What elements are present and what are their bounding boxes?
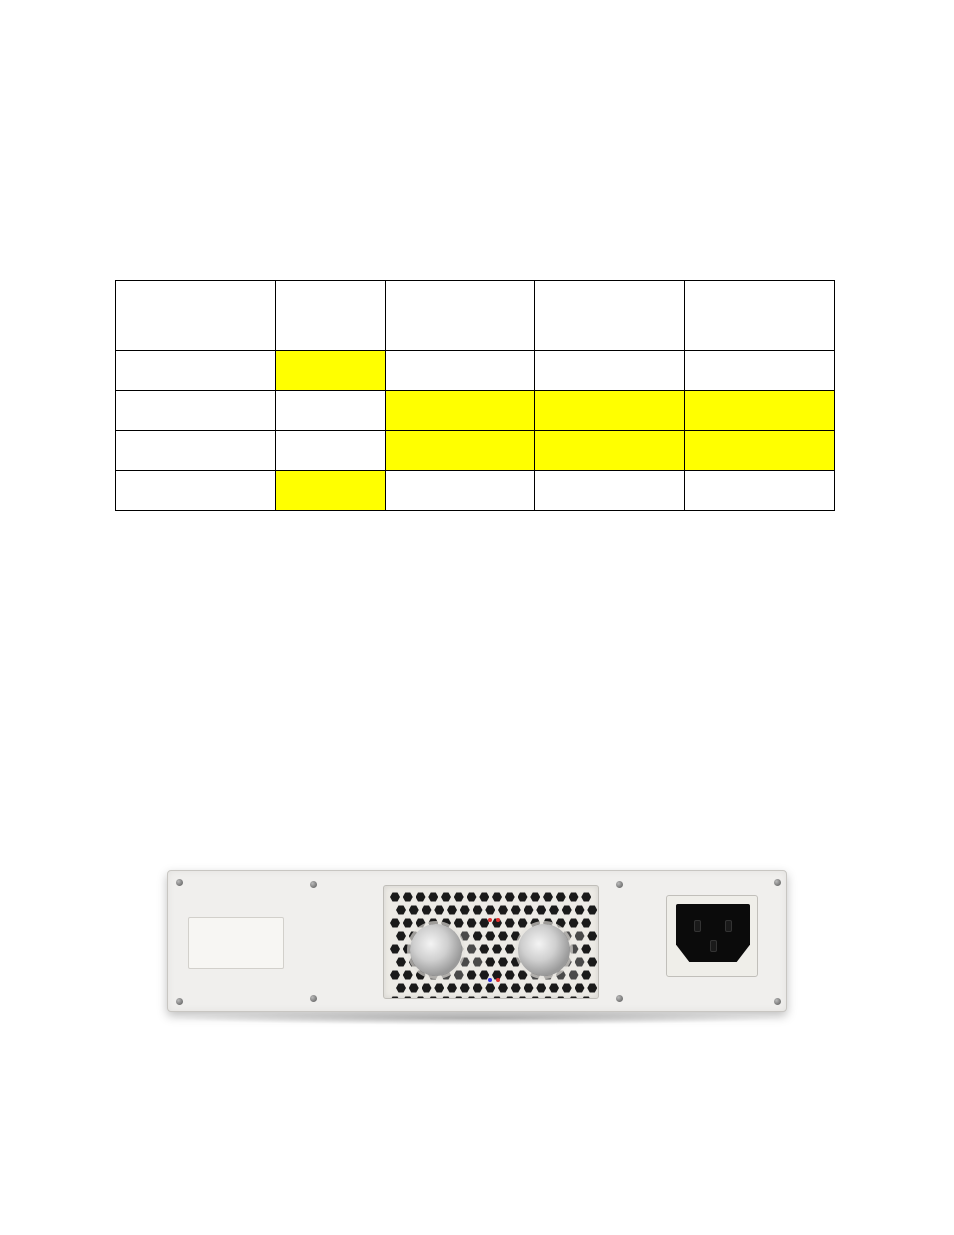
table-cell bbox=[275, 281, 385, 351]
table-cell bbox=[535, 471, 685, 511]
table-cell bbox=[275, 431, 385, 471]
fan-hub-right bbox=[518, 924, 570, 976]
table-cell bbox=[275, 391, 385, 431]
table-cell bbox=[385, 281, 535, 351]
highlight-table bbox=[115, 280, 835, 511]
table-cell bbox=[685, 351, 835, 391]
table-cell bbox=[385, 431, 535, 471]
table-cell bbox=[385, 391, 535, 431]
table bbox=[115, 280, 835, 511]
status-led bbox=[496, 918, 500, 922]
status-led bbox=[496, 978, 500, 982]
table-cell bbox=[685, 471, 835, 511]
table-cell bbox=[535, 391, 685, 431]
table-cell bbox=[535, 281, 685, 351]
fan-vent-panel bbox=[383, 885, 599, 999]
table-cell bbox=[275, 351, 385, 391]
table-cell bbox=[116, 281, 276, 351]
device-rear-panel bbox=[167, 870, 787, 1012]
table-cell bbox=[385, 471, 535, 511]
table-cell bbox=[116, 471, 276, 511]
status-led bbox=[488, 978, 492, 982]
table-cell bbox=[685, 431, 835, 471]
table-cell bbox=[116, 431, 276, 471]
table-cell bbox=[685, 391, 835, 431]
fan-hub-left bbox=[410, 924, 462, 976]
table-cell bbox=[275, 471, 385, 511]
power-inlet-frame bbox=[666, 895, 758, 977]
iec-c14-socket bbox=[676, 904, 750, 962]
status-led bbox=[488, 918, 492, 922]
table-cell bbox=[385, 351, 535, 391]
rating-label-plate bbox=[188, 917, 284, 969]
table-cell bbox=[116, 391, 276, 431]
table-cell bbox=[535, 431, 685, 471]
table-cell bbox=[685, 281, 835, 351]
table-cell bbox=[535, 351, 685, 391]
table-cell bbox=[116, 351, 276, 391]
